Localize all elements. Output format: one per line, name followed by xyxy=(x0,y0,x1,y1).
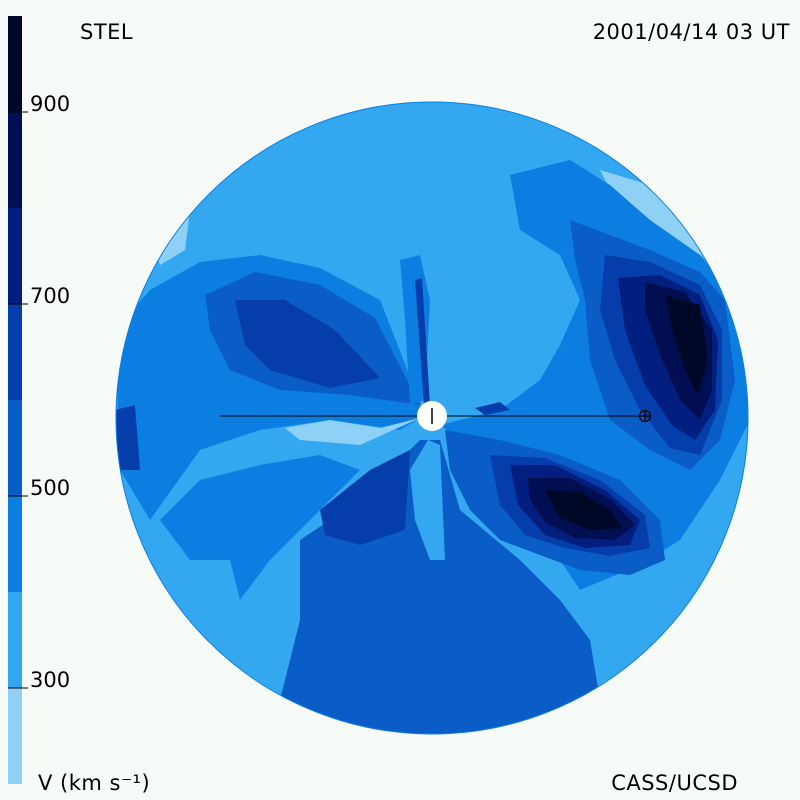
colorbar-tick-label: 700 xyxy=(30,284,71,308)
disk-contour-region xyxy=(415,278,430,406)
timestamp-label: 2001/04/14 03 UT xyxy=(592,20,790,44)
earth-icon xyxy=(638,409,652,423)
disk-outline xyxy=(115,101,749,735)
colorbar-level xyxy=(8,112,22,208)
disk-contour-region xyxy=(545,490,622,530)
colorbar-level xyxy=(8,208,22,304)
colorbar-level xyxy=(8,496,22,592)
colorbar-level xyxy=(8,304,22,400)
velocity-unit-label: V (km s⁻¹) xyxy=(38,771,151,795)
colorbar-level xyxy=(8,400,22,496)
velocity-colorbar xyxy=(8,16,28,784)
disk-contour-region xyxy=(475,402,510,415)
colorbar-level xyxy=(8,16,22,112)
disk-contour-region xyxy=(320,450,410,545)
credit-label: CASS/UCSD xyxy=(611,771,738,795)
colorbar-level xyxy=(8,688,22,784)
colorbar-tick-label: 300 xyxy=(30,668,71,692)
velocity-disk xyxy=(116,102,748,734)
disk-contour-region xyxy=(160,455,360,600)
disk-contour-region xyxy=(235,300,380,388)
observatory-label: STEL xyxy=(80,20,134,44)
disk-contour-region xyxy=(116,405,140,470)
disk-contour-region xyxy=(410,440,445,560)
disk-contour-region xyxy=(285,418,420,445)
colorbar-tick-label: 900 xyxy=(30,92,71,116)
colorbar-level xyxy=(8,592,22,688)
disk-contour-region xyxy=(665,295,708,395)
colorbar-tick-label: 500 xyxy=(30,476,71,500)
